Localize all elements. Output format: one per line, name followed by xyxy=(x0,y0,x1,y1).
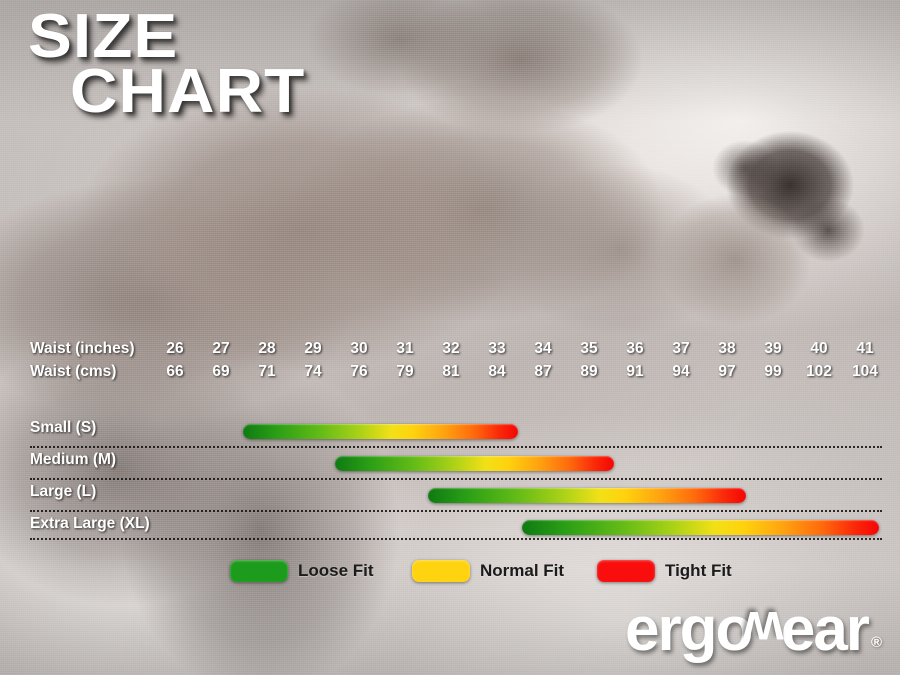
size-label-2: Large (L) xyxy=(30,483,97,500)
registered-trademark-icon: ® xyxy=(870,634,882,651)
legend-swatch-1 xyxy=(412,560,470,582)
logo-wordmark: ergo w ear xyxy=(625,595,870,664)
measurement-cell: 40 xyxy=(810,340,828,357)
measurement-cell: 66 xyxy=(166,363,184,380)
page-title: SIZE CHART xyxy=(28,6,304,122)
legend-swatch-0 xyxy=(230,560,288,582)
measurement-cell: 99 xyxy=(764,363,782,380)
measurement-cell: 81 xyxy=(442,363,460,380)
measurement-cell: 36 xyxy=(626,340,644,357)
legend-label-1: Normal Fit xyxy=(480,561,565,580)
logo-text-part1: ergo xyxy=(625,595,753,664)
measurement-cell: 27 xyxy=(212,340,230,357)
measurement-cell: 32 xyxy=(442,340,460,357)
legend-item-1: Normal Fit xyxy=(412,560,564,582)
size-label-0: Small (S) xyxy=(30,419,97,436)
legend-label-0: Loose Fit xyxy=(298,561,374,580)
measurement-cell: 76 xyxy=(350,363,368,380)
measurement-row-label: Waist (inches) xyxy=(30,340,135,357)
brand-logo: ergo w ear ® xyxy=(625,599,882,661)
measurement-cell: 79 xyxy=(396,363,414,380)
measurement-cell: 89 xyxy=(580,363,598,380)
measurement-cell: 39 xyxy=(764,340,782,357)
measurement-table: Waist (inches) 26 27 28 29 30 31 32 33 34 35 36 37 38… xyxy=(0,340,900,386)
size-label-1: Medium (M) xyxy=(30,451,117,468)
measurement-cell: 34 xyxy=(534,340,552,357)
measurement-cell: 29 xyxy=(304,340,322,357)
fit-range-bar-0 xyxy=(243,424,518,439)
title-line-1: SIZE xyxy=(28,2,179,71)
measurement-cell: 30 xyxy=(350,340,368,357)
row-divider xyxy=(30,538,882,540)
measurement-cell: 26 xyxy=(166,340,184,357)
fit-range-bar-1 xyxy=(335,456,614,471)
measurement-cell: 38 xyxy=(718,340,736,357)
title-line-2: CHART xyxy=(70,56,306,126)
measurement-cell: 74 xyxy=(304,363,322,380)
measurement-cell: 31 xyxy=(396,340,414,357)
row-divider xyxy=(30,446,882,448)
fit-legend: Loose Fit Normal Fit Tight Fit xyxy=(0,560,900,590)
measurement-cell: 102 xyxy=(806,363,832,380)
fit-range-bar-2 xyxy=(428,488,746,503)
measurement-row: Waist (inches) 26 27 28 29 30 31 32 33 34 35 36 37 38… xyxy=(0,340,900,363)
measurement-cell: 35 xyxy=(580,340,598,357)
legend-swatch-2 xyxy=(597,560,655,582)
measurement-row-label: Waist (cms) xyxy=(30,363,117,380)
size-label-3: Extra Large (XL) xyxy=(30,515,150,532)
legend-item-0: Loose Fit xyxy=(230,560,374,582)
measurement-cell: 94 xyxy=(672,363,690,380)
legend-item-2: Tight Fit xyxy=(597,560,732,582)
measurement-cell: 91 xyxy=(626,363,644,380)
measurement-cell: 37 xyxy=(672,340,690,357)
measurement-cell: 97 xyxy=(718,363,736,380)
measurement-cell: 28 xyxy=(258,340,276,357)
measurement-cell: 41 xyxy=(856,340,874,357)
row-divider xyxy=(30,478,882,480)
fit-range-bar-3 xyxy=(522,520,879,535)
logo-text-part2: ear xyxy=(780,595,870,664)
measurement-cell: 33 xyxy=(488,340,506,357)
measurement-cell: 87 xyxy=(534,363,552,380)
measurement-cell: 104 xyxy=(852,363,878,380)
logo-rotated-w: w xyxy=(745,600,784,658)
measurement-cell: 84 xyxy=(488,363,506,380)
measurement-cell: 71 xyxy=(258,363,276,380)
legend-label-2: Tight Fit xyxy=(665,561,732,580)
row-divider xyxy=(30,510,882,512)
measurement-row: Waist (cms) 66 69 71 74 76 79 81 84 87 89 91 94 97 99 1… xyxy=(0,363,900,386)
measurement-cell: 69 xyxy=(212,363,230,380)
